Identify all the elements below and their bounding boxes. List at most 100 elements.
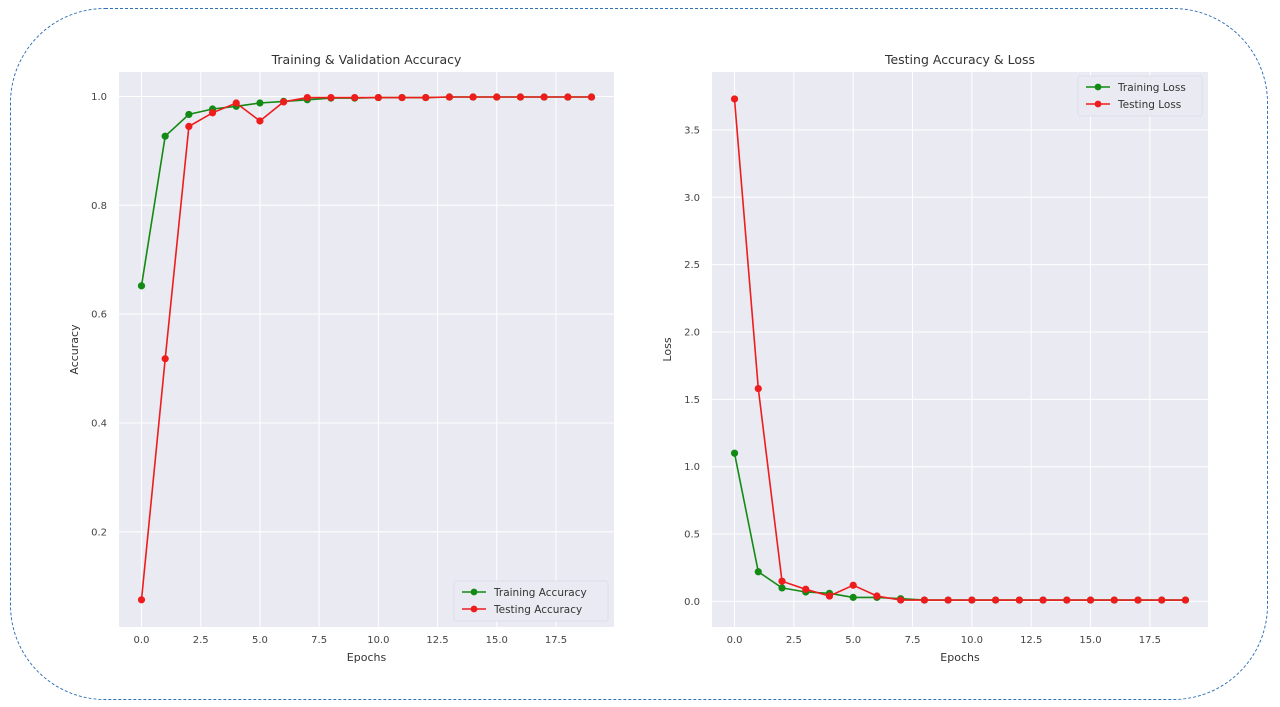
legend-marker bbox=[1094, 100, 1102, 108]
plot-area bbox=[119, 72, 614, 627]
y-axis-label: Loss bbox=[661, 337, 674, 361]
y-tick-label: 0.6 bbox=[91, 310, 107, 321]
data-point bbox=[398, 93, 406, 102]
x-tick-label: 12.5 bbox=[1020, 635, 1042, 646]
y-tick-label: 3.5 bbox=[684, 125, 700, 136]
data-point bbox=[849, 581, 857, 589]
y-tick-label: 2.5 bbox=[684, 260, 700, 271]
x-axis-label: Epochs bbox=[347, 651, 387, 664]
plot-area bbox=[712, 72, 1208, 627]
data-point bbox=[280, 98, 288, 106]
data-point bbox=[1158, 596, 1166, 604]
x-tick-label: 0.0 bbox=[134, 635, 150, 646]
data-point bbox=[730, 449, 739, 457]
data-point bbox=[587, 93, 596, 101]
chart-title: Testing Accuracy & Loss bbox=[884, 52, 1035, 67]
data-point bbox=[754, 568, 762, 576]
data-point bbox=[1181, 596, 1190, 604]
data-point bbox=[374, 93, 382, 102]
x-tick-label: 12.5 bbox=[426, 635, 448, 646]
x-tick-label: 2.5 bbox=[786, 635, 802, 646]
data-point bbox=[1086, 596, 1095, 604]
x-tick-label: 15.0 bbox=[486, 635, 508, 646]
data-point bbox=[1063, 596, 1071, 604]
data-point bbox=[493, 93, 501, 101]
y-tick-label: 0.2 bbox=[91, 527, 107, 538]
data-point bbox=[161, 355, 169, 363]
y-axis-label: Accuracy bbox=[68, 324, 81, 375]
data-point bbox=[422, 93, 430, 102]
data-point bbox=[208, 109, 217, 117]
x-tick-label: 2.5 bbox=[193, 635, 209, 646]
legend-label: Training Loss bbox=[1117, 82, 1186, 94]
x-tick-label: 15.0 bbox=[1079, 635, 1101, 646]
data-point bbox=[754, 384, 762, 393]
data-point bbox=[445, 93, 453, 101]
data-point bbox=[303, 93, 311, 102]
y-tick-label: 0.0 bbox=[684, 597, 700, 608]
x-tick-label: 10.0 bbox=[961, 635, 983, 646]
data-point bbox=[778, 584, 786, 592]
legend-label: Training Accuracy bbox=[493, 587, 587, 599]
data-point bbox=[256, 99, 264, 107]
data-point bbox=[540, 93, 548, 101]
x-tick-label: 17.5 bbox=[1139, 635, 1161, 646]
data-point bbox=[232, 99, 240, 107]
legend-box bbox=[1077, 75, 1203, 117]
y-tick-label: 2.0 bbox=[684, 327, 700, 338]
data-point bbox=[849, 593, 857, 601]
x-tick-label: 17.5 bbox=[545, 635, 567, 646]
x-axis-label: Epochs bbox=[940, 651, 980, 664]
loss-chart: 0.0 2.5 5.0 7.5 10.0 12.5 15.0 17.5 0.0 0.5 1.0 1.5… bbox=[661, 52, 1208, 664]
data-point bbox=[516, 93, 525, 101]
y-tick-label: 1.5 bbox=[684, 395, 700, 406]
data-point bbox=[802, 585, 810, 593]
data-point bbox=[564, 93, 572, 101]
y-tick-label: 0.5 bbox=[684, 530, 700, 541]
series-line bbox=[140, 96, 592, 600]
x-tick-label: 0.0 bbox=[727, 635, 743, 646]
data-point bbox=[897, 596, 905, 604]
data-point bbox=[161, 132, 169, 140]
legend-label: Testing Loss bbox=[1117, 99, 1181, 111]
x-tick-label: 7.5 bbox=[311, 635, 327, 646]
data-point bbox=[137, 282, 146, 290]
data-point bbox=[873, 592, 881, 600]
data-point bbox=[991, 596, 1000, 604]
data-point bbox=[469, 93, 477, 101]
data-point bbox=[968, 596, 976, 604]
data-point bbox=[327, 93, 335, 102]
legend-label: Testing Accuracy bbox=[493, 604, 582, 616]
data-point bbox=[185, 122, 193, 131]
y-tick-label: 1.0 bbox=[91, 92, 107, 103]
y-tick-label: 3.0 bbox=[684, 193, 700, 204]
data-point bbox=[920, 596, 929, 604]
x-tick-label: 5.0 bbox=[252, 635, 268, 646]
chart-title: Training & Validation Accuracy bbox=[271, 52, 462, 67]
series-line bbox=[733, 98, 1186, 601]
data-point bbox=[185, 110, 193, 119]
y-tick-label: 0.8 bbox=[91, 201, 107, 212]
y-tick-label: 0.4 bbox=[91, 418, 107, 429]
dashed-frame bbox=[10, 8, 1268, 700]
data-point bbox=[1110, 596, 1118, 604]
legend-marker bbox=[1094, 83, 1102, 91]
data-point bbox=[137, 596, 146, 604]
data-point bbox=[825, 592, 834, 600]
legend-marker bbox=[470, 588, 478, 596]
legend-marker bbox=[470, 605, 478, 613]
data-point bbox=[256, 117, 264, 125]
accuracy-chart: 0.0 2.5 5.0 7.5 10.0 12.5 15.0 17.5 0.2 0.4 0.6 0.8… bbox=[68, 52, 614, 664]
legend-box bbox=[453, 580, 609, 622]
data-point bbox=[730, 95, 739, 103]
data-point bbox=[1039, 596, 1047, 604]
x-tick-label: 7.5 bbox=[905, 635, 921, 646]
data-point bbox=[778, 577, 786, 585]
data-point bbox=[1134, 596, 1142, 604]
x-tick-label: 5.0 bbox=[845, 635, 861, 646]
data-point bbox=[351, 93, 359, 102]
x-tick-label: 10.0 bbox=[367, 635, 389, 646]
data-point bbox=[944, 596, 952, 604]
data-point bbox=[1015, 596, 1023, 604]
